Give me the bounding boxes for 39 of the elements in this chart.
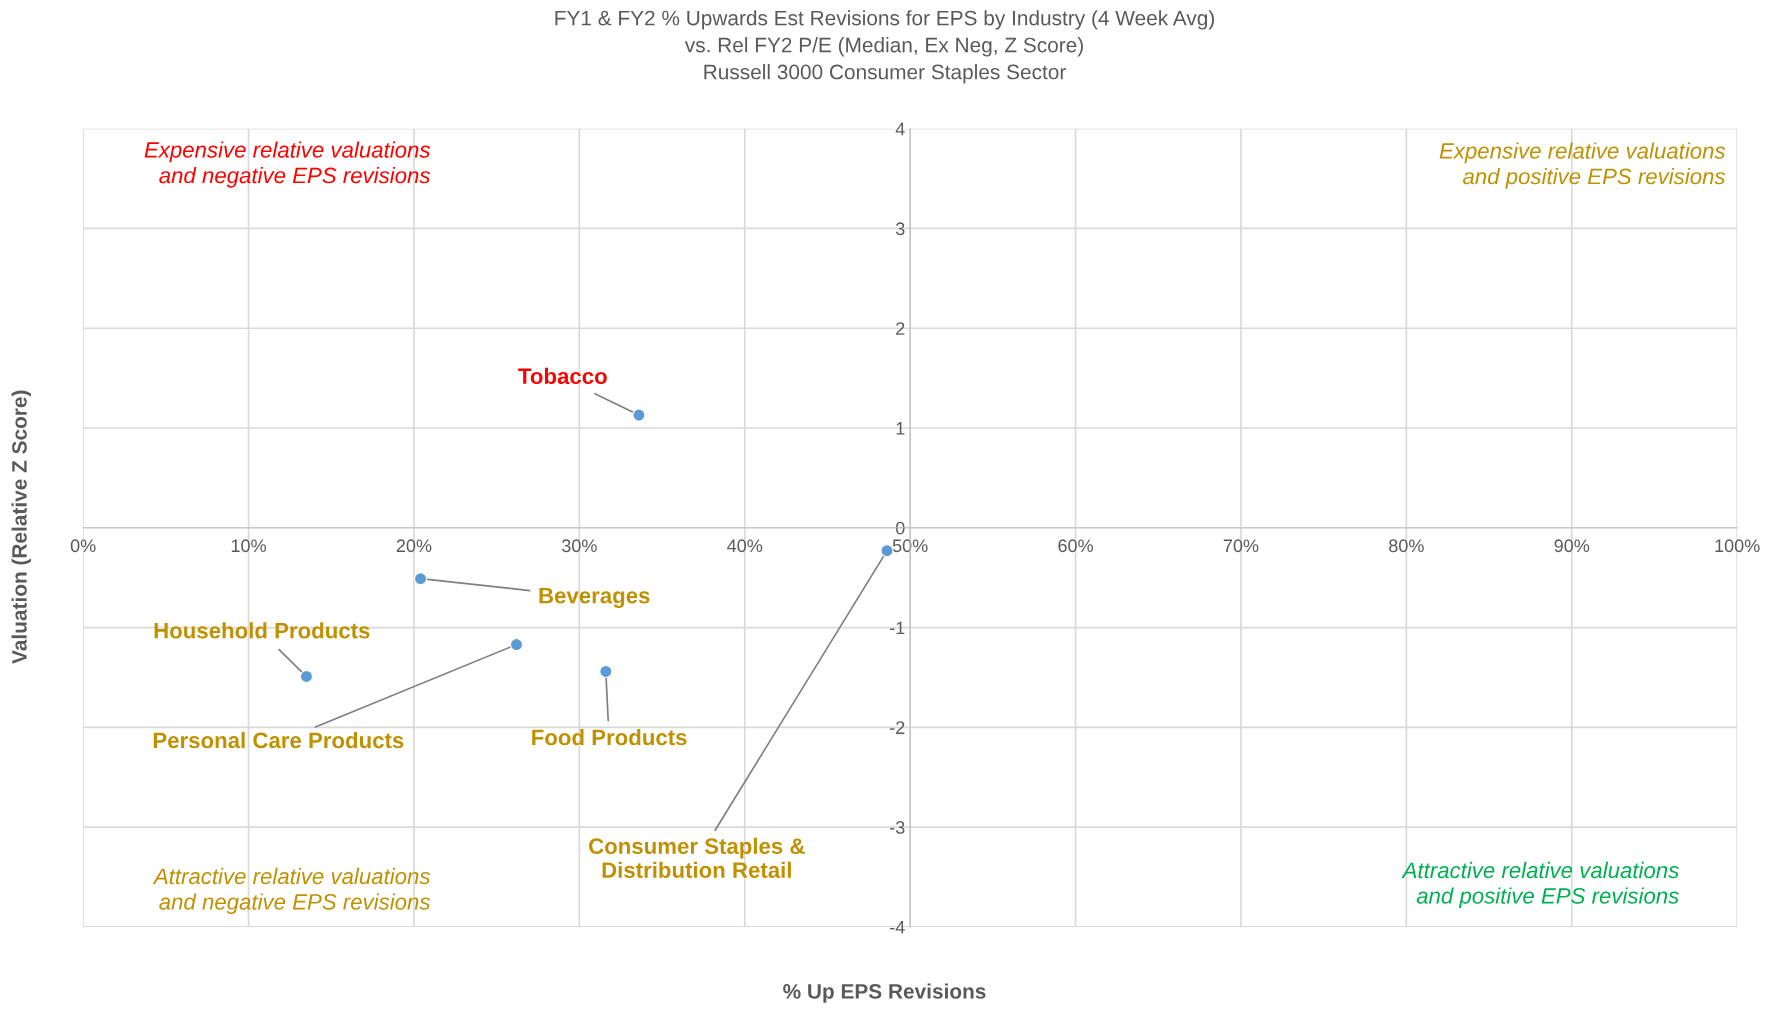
point: [632, 408, 646, 422]
chart-title: FY1 & FY2 % Upwards Est Revisions for EPS by Industry (4 Week Avg) vs. Rel FY2 P/E (Median, Ex Neg, Z Score) Russell 3000 Consumer Staples Sector: [555, 10, 1214, 84]
x-tick-label: 40%: [727, 539, 763, 553]
x-tick-label: 50%: [892, 539, 928, 553]
point: [509, 637, 524, 652]
x-tick-label: 30%: [561, 539, 597, 553]
y-axis-title: Valuation (Relative Z Score): [11, 390, 31, 664]
annotation: Food Products: [532, 728, 687, 746]
x-tick-label: 60%: [1058, 539, 1093, 553]
y-tick-label: 0: [895, 521, 905, 535]
x-tick-label: 70%: [1223, 539, 1259, 553]
x-tick-label: 0%: [70, 539, 96, 553]
annotation: Attractive relative valuations and positive EPS revisions: [1401, 861, 1679, 909]
x-tick-label: 100%: [1715, 539, 1760, 553]
y-tick-label: 1: [896, 422, 905, 435]
x-axis-title: % Up EPS Revisions: [783, 983, 986, 1003]
annotation: Expensive relative valuations and negative EPS revisions: [144, 141, 431, 188]
point: [299, 669, 314, 684]
annotation: Expensive relative valuations and positive EPS revisions: [1439, 142, 1726, 189]
point: [880, 544, 894, 558]
y-tick-label: -2: [890, 721, 905, 734]
y-tick-label: 4: [895, 122, 905, 136]
y-tick-label: -4: [890, 921, 905, 934]
annotation: Personal Care Products: [153, 731, 404, 749]
point: [599, 664, 613, 679]
x-tick-label: 90%: [1554, 539, 1590, 553]
x-tick-label: 20%: [396, 539, 432, 553]
annotation: Household Products: [154, 622, 370, 639]
point: [413, 572, 428, 586]
annotation: Beverages: [539, 587, 650, 608]
x-tick-label: 80%: [1389, 539, 1424, 553]
y-tick-label: 2: [896, 322, 905, 335]
y-tick-label: -1: [890, 621, 905, 635]
annotation: Tobacco: [518, 367, 607, 385]
y-tick-label: 3: [895, 222, 905, 236]
annotation: Attractive relative valuations and negative EPS revisions: [152, 867, 431, 915]
annotation: Consumer Staples & Distribution Retail: [589, 837, 805, 878]
x-tick-label: 10%: [231, 539, 266, 553]
y-tick-label: -3: [890, 821, 905, 834]
